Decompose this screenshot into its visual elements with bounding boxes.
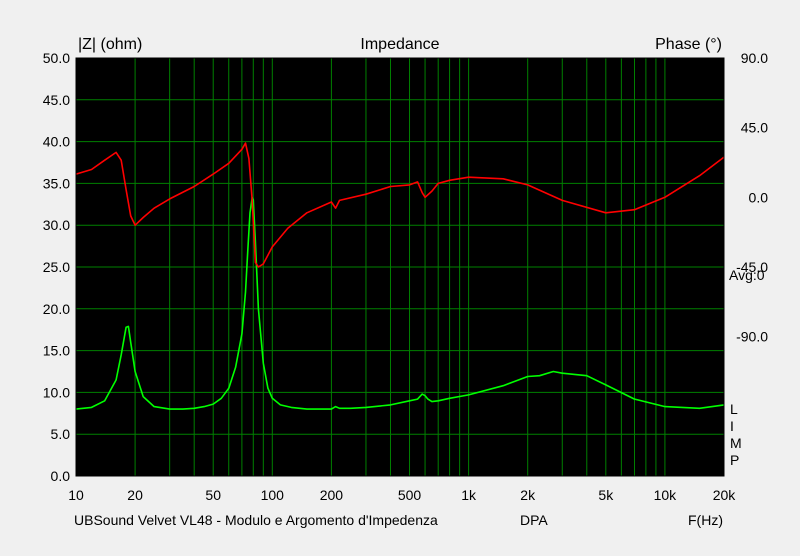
y-left-tick-label: 5.0: [51, 426, 71, 442]
plot-border: [75, 57, 725, 477]
y-left-tick-labels: 0.0 5.0 10.0 15.0 20.0 25.0 30.0 35.0 40.0 45.0 50…: [43, 50, 70, 484]
y-left-tick-label: 50.0: [43, 50, 70, 66]
x-tick-label: 50: [205, 487, 221, 503]
side-letter: I: [730, 418, 734, 434]
footer-caption: UBSound Velvet VL48 - Modulo e Argomento…: [74, 512, 438, 528]
y-right-tick-label: -45.0: [736, 259, 768, 275]
y-left-tick-label: 10.0: [43, 384, 70, 400]
side-letter: P: [730, 452, 739, 468]
footer-tag: DPA: [520, 512, 548, 528]
x-tick-labels: 10 20 50 100 200 500 1k 2k 5k 10k 20k: [68, 487, 736, 503]
x-tick-label: 10: [68, 487, 84, 503]
avg-readout: Avg:0: [729, 267, 765, 283]
y-left-tick-label: 40.0: [43, 134, 70, 150]
x-tick-label: 5k: [598, 487, 614, 503]
y-right-axis-label: Phase (°): [655, 36, 722, 53]
y-left-tick-label: 30.0: [43, 217, 70, 233]
y-right-tick-label: -90.0: [736, 329, 768, 345]
x-axis-label: F(Hz): [688, 512, 723, 528]
y-left-tick-label: 25.0: [43, 259, 70, 275]
x-tick-label: 20: [127, 487, 143, 503]
y-right-tick-label: 45.0: [741, 120, 768, 136]
y-left-tick-label: 0.0: [51, 468, 71, 484]
y-left-tick-label: 20.0: [43, 301, 70, 317]
x-tick-label: 1k: [461, 487, 477, 503]
x-tick-label: 20k: [713, 487, 737, 503]
phase-curve: [75, 142, 725, 268]
grid: [76, 58, 724, 476]
y-left-tick-label: 35.0: [43, 175, 70, 191]
x-tick-label: 200: [320, 487, 344, 503]
y-left-tick-label: 45.0: [43, 92, 70, 108]
y-right-tick-label: 90.0: [741, 50, 768, 66]
chart-title: Impedance: [360, 36, 439, 53]
x-tick-label: 100: [261, 487, 285, 503]
series-group: [75, 142, 725, 410]
y-right-tick-labels: 90.0 45.0 0.0 -45.0 -90.0: [736, 50, 768, 345]
x-tick-label: 2k: [520, 487, 536, 503]
side-letter: L: [730, 401, 738, 417]
x-tick-label: 500: [398, 487, 422, 503]
y-left-axis-label: |Z| (ohm): [78, 36, 142, 53]
x-tick-label: 10k: [654, 487, 678, 503]
y-left-tick-label: 15.0: [43, 343, 70, 359]
impedance-curve: [75, 196, 725, 410]
side-letter: M: [730, 435, 742, 451]
y-right-tick-label: 0.0: [749, 189, 769, 205]
